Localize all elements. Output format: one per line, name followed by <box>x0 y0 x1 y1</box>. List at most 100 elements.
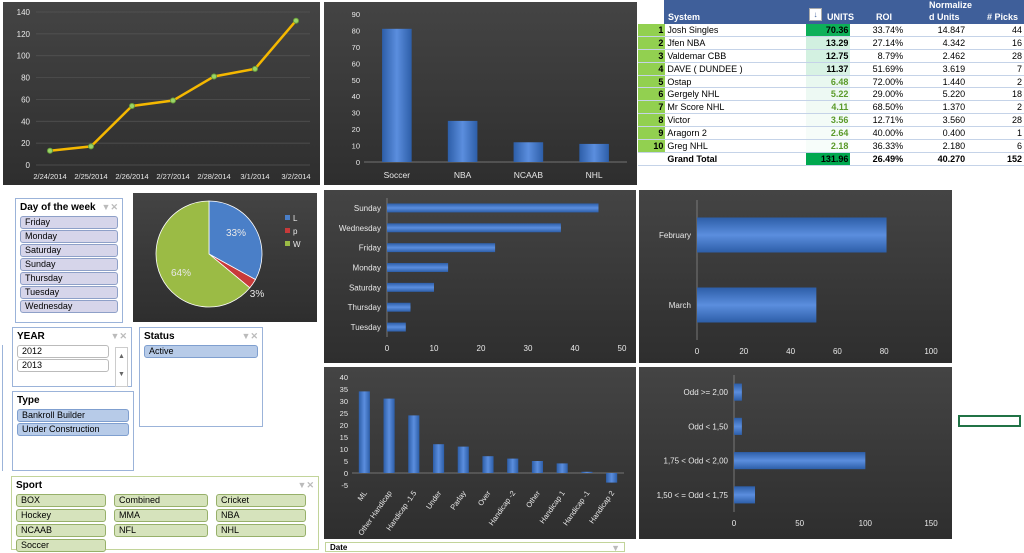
y-tick-label: Wednesday <box>339 224 381 233</box>
slicer-item-sport[interactable]: Cricket <box>216 494 306 507</box>
slicer-item-sport[interactable]: NCAAB <box>16 524 106 537</box>
slicer-item-year[interactable]: 2013 <box>17 359 109 372</box>
legend-label: L <box>293 214 298 223</box>
pivot-header: System ↓ UNITS ROI Normalize d Units # P… <box>664 0 1024 24</box>
bar <box>531 461 544 473</box>
x-tick-label: 2/26/2014 <box>115 172 148 181</box>
bar <box>387 203 599 213</box>
bettype-chart-panel[interactable]: -5 0 5 10 15 20 25 30 35 40 ML Other Handicap Handic… <box>324 367 636 539</box>
header-units: UNITS <box>827 12 854 22</box>
bar <box>408 415 420 473</box>
odds-chart-panel[interactable]: 0 50 100 150 Odd >= 2,00 Odd < 1,50 1,75 < Odd… <box>639 367 952 539</box>
system-cell: Gergely NHL <box>665 87 807 102</box>
picks-cell: 2 <box>967 100 1024 115</box>
y-tick-label: Monday <box>353 264 381 273</box>
slicer-item-type[interactable]: Bankroll Builder <box>17 409 129 422</box>
bar <box>358 391 370 473</box>
rank-cell: 6 <box>638 87 666 102</box>
x-tick-label: 20 <box>477 344 486 353</box>
slicer-item-day[interactable]: Wednesday <box>20 300 118 313</box>
odds-bar-chart: 0 50 100 150 Odd >= 2,00 Odd < 1,50 1,75 < Odd… <box>657 375 938 528</box>
clear-filter-icon[interactable]: ▼✕ <box>241 331 258 341</box>
slicer-item-day[interactable]: Friday <box>20 216 118 229</box>
slicer-item-sport[interactable]: NHL <box>216 524 306 537</box>
rank-cell <box>638 152 666 166</box>
system-cell: Ostap <box>665 75 807 89</box>
sort-filter-button[interactable]: ↓ <box>809 8 822 21</box>
y-tick-label: 20 <box>21 139 30 148</box>
slicer-item-sport[interactable]: Hockey <box>16 509 106 522</box>
legend-swatch <box>285 215 290 220</box>
slicer-item-sport[interactable]: BOX <box>16 494 106 507</box>
y-tick-label: February <box>659 231 691 240</box>
y-tick-label: 50 <box>352 76 360 85</box>
slicer-item-sport[interactable]: NBA <box>216 509 306 522</box>
slicer-item-sport[interactable]: Soccer <box>16 539 106 552</box>
table-row: 10 Greg NHL 2.18 36.33% 2.180 6 <box>638 139 1024 153</box>
x-tick-label: 150 <box>924 519 938 528</box>
slicer-item-day[interactable]: Thursday <box>20 272 118 285</box>
y-tick-label: Odd >= 2,00 <box>684 388 729 397</box>
x-tick-label: 3/2/2014 <box>281 172 310 181</box>
legend-label: W <box>293 240 301 249</box>
x-tick-label: NBA <box>454 170 472 180</box>
total-picks-cell: 152 <box>967 151 1024 166</box>
y-tick-label: 30 <box>340 397 348 406</box>
y-tick-label: 40 <box>340 373 348 382</box>
x-tick-label: 20 <box>739 347 748 356</box>
header-normalize-1: Normalize <box>929 0 973 10</box>
slicer-item-sport[interactable]: Combined <box>114 494 208 507</box>
roi-cell: 8.79% <box>850 49 906 63</box>
clear-filter-icon[interactable]: ▼✕ <box>110 331 127 341</box>
sport-chart-panel[interactable]: 0 10 20 30 40 50 60 70 80 90 Soccer NBA NCAAB NHL <box>324 2 637 185</box>
roi-cell: 33.74% <box>850 24 906 37</box>
clear-filter-icon[interactable]: ▼✕ <box>101 202 118 212</box>
slicer-title: YEAR <box>17 331 45 342</box>
data-point <box>47 147 53 154</box>
bar <box>482 456 494 473</box>
system-cell: Valdemar CBB <box>665 49 807 63</box>
y-tick-label: Tuesday <box>351 323 381 332</box>
slicer-item-sport[interactable]: MMA <box>114 509 208 522</box>
units-cell: 2.64 <box>806 126 851 141</box>
line-chart-panel[interactable]: 0 20 40 60 80 100 120 140 2/24/2014 2/25/2014 2/26… <box>3 2 320 185</box>
slicer-item-sport[interactable]: NFL <box>114 524 208 537</box>
rank-cell: 9 <box>638 126 666 141</box>
clear-filter-icon[interactable]: ▼ <box>611 543 620 553</box>
slicer-item-day[interactable]: Tuesday <box>20 286 118 299</box>
units-cell: 6.48 <box>806 75 851 89</box>
slicer-item-day[interactable]: Sunday <box>20 258 118 271</box>
year-scrollbar[interactable]: ▲ ▼ <box>115 347 128 387</box>
clear-filter-icon[interactable]: ▼✕ <box>297 480 314 490</box>
x-tick-label: ML <box>356 489 369 503</box>
x-tick-label: 50 <box>795 519 804 528</box>
slicer-item-day[interactable]: Saturday <box>20 244 118 257</box>
grand-total-row: Grand Total 131.96 26.49% 40.270 152 <box>638 151 1024 166</box>
rank-cell: 2 <box>638 36 666 50</box>
slicer-item-year[interactable]: 2012 <box>17 345 109 358</box>
day-chart-panel[interactable]: 0 10 20 30 40 50 Sunday Wednesday Friday Monday Sa… <box>324 190 636 363</box>
roi-cell: 68.50% <box>850 100 906 115</box>
y-tick-label: Odd < 1,50 <box>688 422 728 431</box>
picks-cell: 1 <box>967 126 1024 141</box>
bar <box>697 287 817 323</box>
slicer-item-status[interactable]: Active <box>144 345 258 358</box>
slicer-item-type[interactable]: Under Construction <box>17 423 129 436</box>
total-normalized-cell: 40.270 <box>905 151 968 166</box>
x-tick-label: Handicap 2 <box>587 489 616 525</box>
normalized-cell: 1.370 <box>905 100 968 115</box>
rank-cell: 7 <box>638 100 666 115</box>
month-chart-panel[interactable]: 0 20 40 60 80 100 February March <box>639 190 952 363</box>
picks-cell: 2 <box>967 75 1024 89</box>
day-of-week-slicer: Day of the week ▼✕ Friday Monday Saturday Su… <box>15 198 123 323</box>
x-tick-label: Under <box>424 489 443 511</box>
y-tick-label: 0 <box>344 469 348 478</box>
pie-slice <box>208 200 263 281</box>
x-tick-label: 2/28/2014 <box>197 172 230 181</box>
table-row: 9 Aragorn 2 2.64 40.00% 0.400 1 <box>638 126 1024 141</box>
slicer-item-day[interactable]: Monday <box>20 230 118 243</box>
selected-cell[interactable] <box>958 415 1021 427</box>
y-tick-label: 10 <box>340 445 348 454</box>
type-slicer: Type Bankroll Builder Under Construction <box>12 391 134 471</box>
